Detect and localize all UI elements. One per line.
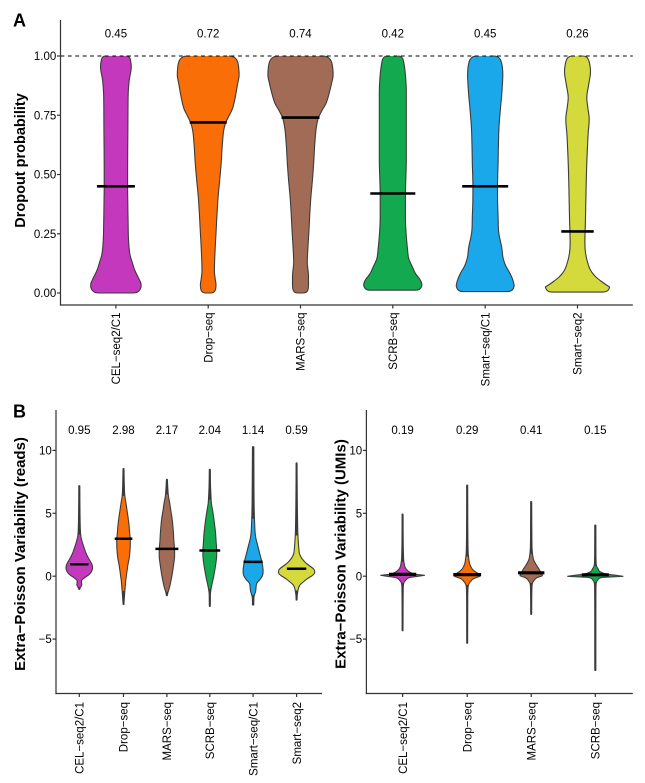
svg-text:0: 0 [356,571,362,583]
svg-text:0.50: 0.50 [34,170,56,182]
svg-text:Dropout probability: Dropout probability [13,93,29,228]
svg-text:0.42: 0.42 [382,29,404,41]
svg-text:0: 0 [45,571,51,583]
svg-text:1.00: 1.00 [34,51,56,63]
svg-text:0.45: 0.45 [474,29,496,41]
svg-text:SCRB−seq: SCRB−seq [205,702,217,759]
svg-text:Smart−seq/C1: Smart−seq/C1 [248,702,260,776]
svg-text:Smart−seq2: Smart−seq2 [292,702,304,764]
svg-text:CEL−seq2/C1: CEL−seq2/C1 [398,702,410,774]
svg-text:0.25: 0.25 [34,229,56,241]
svg-text:0.15: 0.15 [584,425,606,437]
svg-text:5: 5 [45,508,51,520]
svg-text:0.45: 0.45 [105,29,127,41]
svg-text:Drop−seq: Drop−seq [462,702,474,752]
svg-text:0.72: 0.72 [197,29,219,41]
svg-text:0.74: 0.74 [289,29,312,41]
svg-text:10: 10 [39,446,52,458]
svg-text:Extra−Poisson Variability (rea: Extra−Poisson Variability (reads) [12,437,29,671]
svg-text:B: B [13,402,26,422]
svg-text:CEL−seq2/C1: CEL−seq2/C1 [111,313,123,385]
svg-text:SCRB−seq: SCRB−seq [591,702,603,759]
svg-text:MARS−seq: MARS−seq [162,702,174,760]
svg-text:0.59: 0.59 [285,425,307,437]
svg-text:0.00: 0.00 [34,288,56,300]
svg-text:Drop−seq: Drop−seq [203,313,215,363]
svg-text:0.41: 0.41 [520,425,542,437]
svg-text:MARS−seq: MARS−seq [526,702,538,760]
svg-text:SCRB−seq: SCRB−seq [388,313,400,370]
svg-text:MARS−seq: MARS−seq [296,313,308,371]
svg-text:−5: −5 [349,634,362,646]
svg-text:0.95: 0.95 [68,425,90,437]
svg-text:10: 10 [349,446,362,458]
svg-text:0.26: 0.26 [566,29,588,41]
svg-text:2.17: 2.17 [156,425,178,437]
svg-text:Extra−Poisson Variability (UMI: Extra−Poisson Variability (UMIs) [333,439,350,669]
svg-text:Smart−seq/C1: Smart−seq/C1 [480,313,492,387]
svg-text:0.75: 0.75 [34,110,56,122]
svg-text:−5: −5 [39,634,52,646]
svg-text:0.29: 0.29 [456,425,478,437]
svg-text:5: 5 [356,508,362,520]
svg-text:Smart−seq2: Smart−seq2 [573,313,585,375]
svg-text:0.19: 0.19 [391,425,413,437]
svg-text:2.04: 2.04 [199,425,222,437]
svg-text:CEL−seq2/C1: CEL−seq2/C1 [75,702,87,774]
svg-text:A: A [13,11,26,31]
svg-text:Drop−seq: Drop−seq [119,702,131,752]
svg-text:1.14: 1.14 [242,425,265,437]
svg-text:2.98: 2.98 [112,425,134,437]
